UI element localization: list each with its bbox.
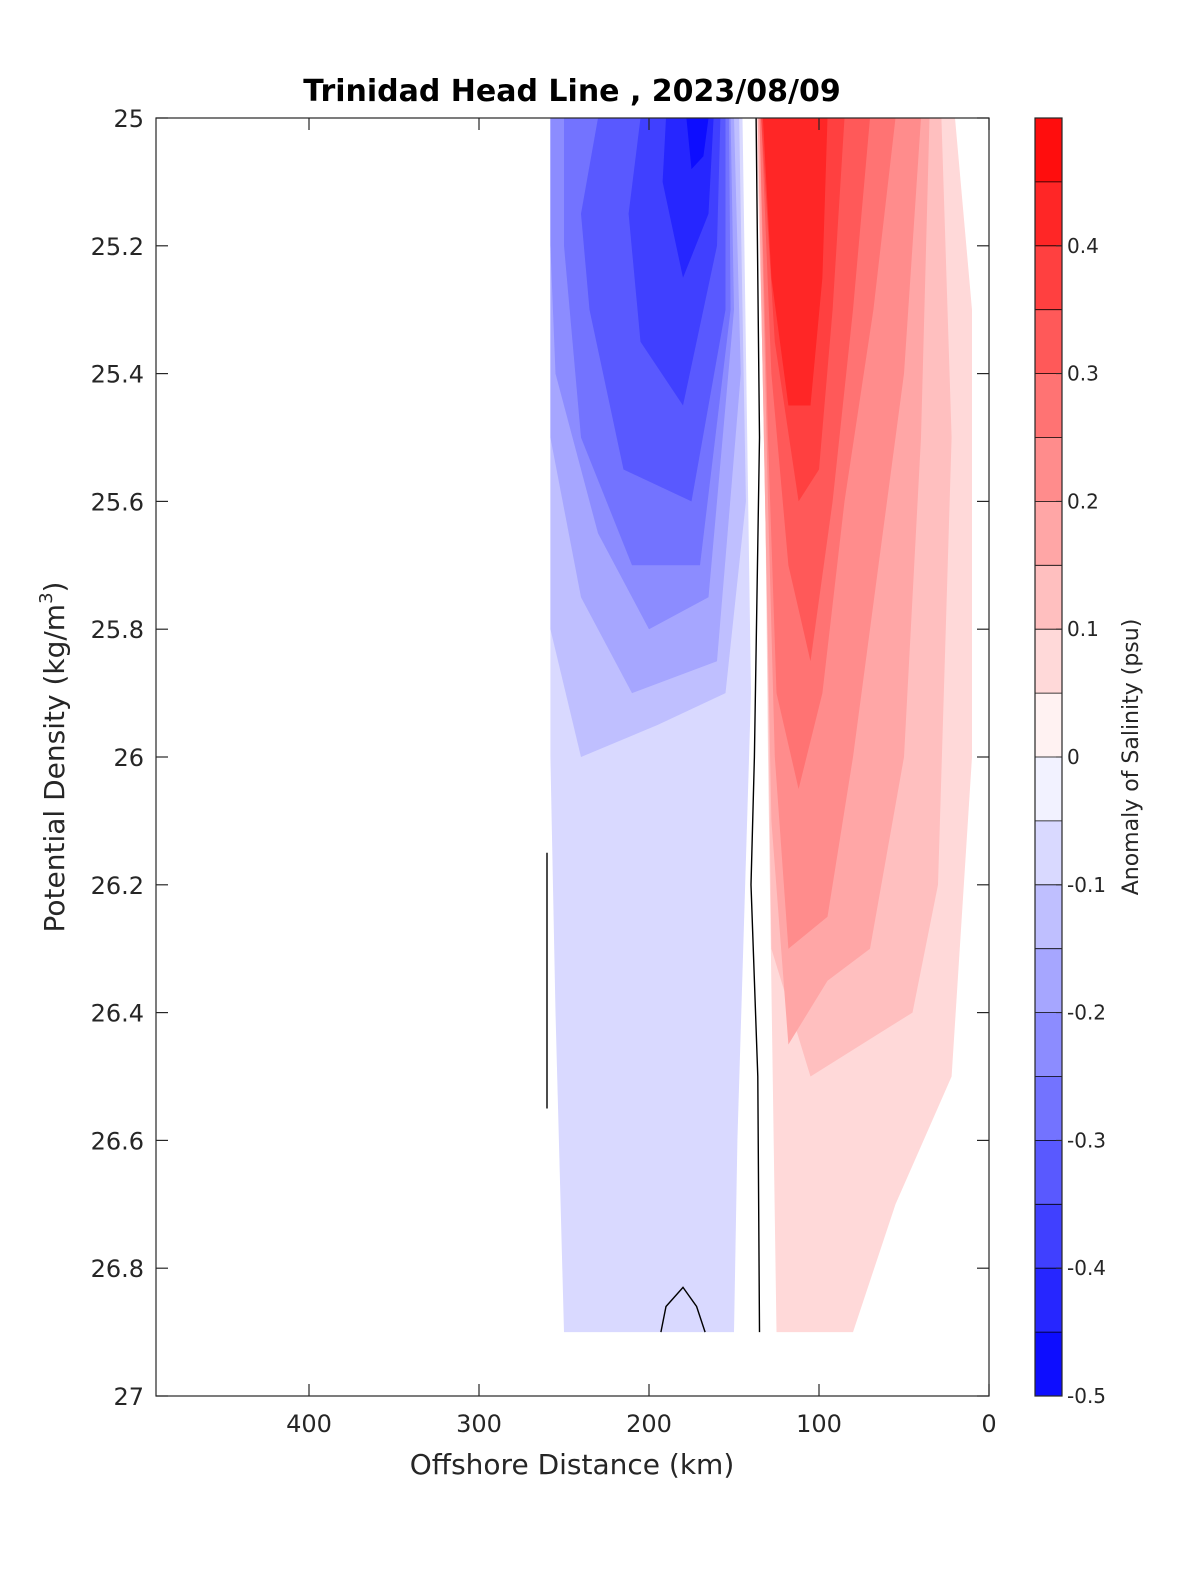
x-tick-label: 100 [796,1410,842,1438]
colorbar-band [1035,1204,1062,1269]
y-axis: 25 25.2 25.4 25.6 25.8 26 26.2 26.4 26.6 26.8 27 [91,105,989,1411]
y-tick-label: 25.6 [91,488,144,516]
y-tick-label: 26.6 [91,1127,144,1155]
x-axis-label: Offshore Distance (km) [410,1448,735,1481]
x-tick-label: 0 [981,1410,996,1438]
colorbar-tick-label: -0.3 [1067,1128,1106,1152]
colorbar-band [1035,1140,1062,1205]
colorbar-band [1035,181,1062,246]
y-tick-label: 26.2 [91,872,144,900]
x-tick-label: 400 [286,1410,332,1438]
colorbar-band [1035,820,1062,885]
colorbar-band [1035,948,1062,1013]
colorbar-tick-label: 0.2 [1067,489,1099,513]
zero-contour-lines [546,118,761,1333]
colorbar-tick-label: -0.4 [1067,1256,1106,1280]
colorbar-tick-label: 0.3 [1067,362,1099,386]
y-tick-label: 26 [113,744,144,772]
y-axis-label: Potential Density (kg/m3) [36,582,71,933]
colorbar-band [1035,118,1062,182]
colorbar-band [1035,437,1062,502]
colorbar-tick-label: 0.4 [1067,234,1099,258]
contour-fill [550,118,972,1333]
colorbar-band [1035,501,1062,566]
colorbar-tick-label: -0.2 [1067,1001,1106,1025]
x-tick-label: 200 [626,1410,672,1438]
colorbar-band [1035,373,1062,438]
colorbar-band [1035,1076,1062,1141]
x-tick-label: 300 [456,1410,502,1438]
colorbar-tick-label: 0 [1067,745,1080,769]
colorbar-band [1035,309,1062,374]
contour-region-15 [762,118,828,406]
colorbar: -0.5 -0.4 -0.3 -0.2 -0.1 0 0.1 0.2 0.3 0.4 [1034,117,1106,1408]
y-axis-label-close: ) [38,582,71,593]
colorbar-band [1035,629,1062,694]
chart-title: Trinidad Head Line , 2023/08/09 [303,74,840,109]
y-axis-label-exponent: 3 [36,592,57,603]
x-axis: 400 300 200 100 0 [286,118,997,1438]
y-tick-label: 25.4 [91,361,144,389]
colorbar-band [1035,757,1062,821]
colorbar-band [1035,1268,1062,1333]
y-tick-label: 25.2 [91,233,144,261]
colorbar-band [1035,1012,1062,1077]
y-tick-label: 25.8 [91,616,144,644]
contour-region-16 [686,118,709,170]
colorbar-band [1035,245,1062,310]
zero-contour-line-0 [750,118,761,1333]
colorbar-band [1035,693,1062,757]
colorbar-band [1035,1332,1062,1396]
y-tick-label: 26.4 [91,1000,144,1028]
y-tick-label: 26.8 [91,1255,144,1283]
colorbar-band [1035,884,1062,949]
colorbar-tick-label: -0.1 [1067,873,1106,897]
colorbar-band [1035,565,1062,630]
y-tick-label: 25 [113,105,144,133]
colorbar-tick-label: -0.5 [1067,1384,1106,1408]
y-axis-label-text: Potential Density (kg/m [38,604,71,933]
colorbar-tick-label: 0.1 [1067,617,1099,641]
colorbar-label: Anomaly of Salinity (psu) [1119,619,1144,896]
zero-contour-line-2 [660,1286,706,1333]
y-tick-label: 27 [113,1383,144,1411]
